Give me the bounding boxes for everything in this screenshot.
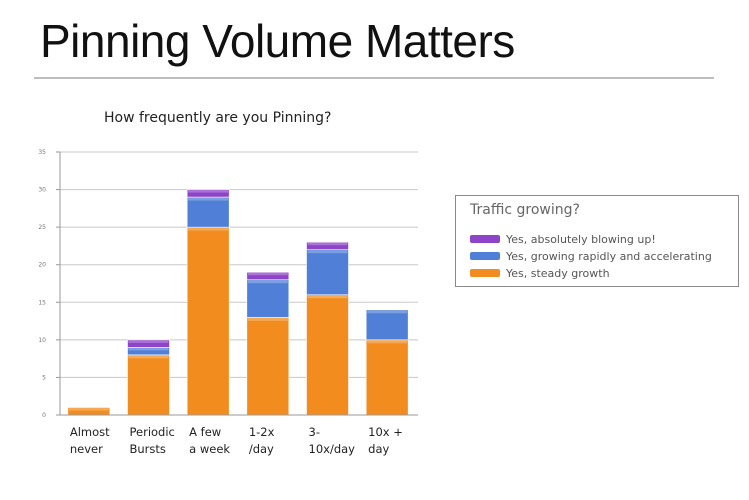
slide-title: Pinning Volume Matters [40,15,515,67]
legend-item: Yes, steady growth [470,266,610,280]
legend: Traffic growing? Yes, absolutely blowing… [455,195,739,287]
bar-highlight [307,295,348,299]
bar-segment [246,317,290,416]
legend-swatch [470,235,500,243]
bar-segment [127,339,170,348]
x-tick-label: Almost [70,425,110,439]
bar-segment [186,189,230,198]
axes [59,152,418,416]
x-tick-label: 10x + [368,425,403,439]
bar-segment [186,196,230,228]
x-tick-label: Periodic [130,425,175,439]
legend-swatch [470,252,500,260]
x-tick-label: 1-2x [249,425,275,439]
bar-segment [365,309,409,341]
y-tick-label: 30 [38,187,46,194]
x-tick-label: A few [189,425,221,439]
y-tick-label: 0 [42,412,46,419]
x-tick-label: /day [249,442,274,456]
legend-label: Yes, absolutely blowing up! [506,232,656,246]
bars [67,189,409,416]
x-axis-labels: Almost never Periodic Bursts A few a week 1-2x… [70,425,403,456]
bar-highlight [188,227,229,231]
bar-segment [246,279,290,318]
bar-segment [186,226,230,416]
bar-highlight [128,340,169,343]
bar-highlight [367,310,408,314]
bar-highlight [68,407,109,411]
y-tick-label: 10 [38,337,46,344]
bar-highlight [367,340,408,344]
bar-highlight [188,197,229,201]
bar-segment [306,241,349,250]
legend-label: Yes, growing rapidly and accelerating [506,249,712,263]
x-tick-label: a week [189,442,230,456]
x-tick-label: 10x/day [309,442,356,456]
legend-item: Yes, growing rapidly and accelerating [470,249,712,263]
y-tick-label: 5 [42,374,46,381]
bar-segment [246,271,290,281]
x-tick-label: day [368,442,389,456]
bar-highlight [128,347,169,351]
bar-highlight [188,190,229,193]
bar-highlight [307,250,348,254]
bar-highlight [247,280,288,284]
bar-highlight [128,355,169,359]
bar-highlight [307,242,348,246]
gridlines [60,151,418,378]
y-tick-label: 15 [38,299,46,306]
x-tick-label: Bursts [130,442,166,456]
bar-segment [365,339,409,416]
legend-swatch [470,269,500,277]
x-tick-label: never [70,442,103,456]
x-tick-label: 3- [309,425,320,439]
legend-item: Yes, absolutely blowing up! [470,232,656,246]
bar-segment [127,354,170,416]
bar-highlight [247,317,288,321]
title-divider [34,77,714,79]
y-axis-ticks: 0 5 10 15 20 25 30 35 [38,149,60,419]
bar-segment [306,249,349,296]
bar-highlight [247,272,288,276]
y-tick-label: 20 [38,262,46,269]
bar-segment [306,294,349,416]
y-tick-label: 35 [38,149,46,156]
y-tick-label: 25 [38,224,46,231]
legend-label: Yes, steady growth [506,266,610,280]
chart-title: How frequently are you Pinning? [104,110,332,126]
legend-title: Traffic growing? [470,202,580,218]
